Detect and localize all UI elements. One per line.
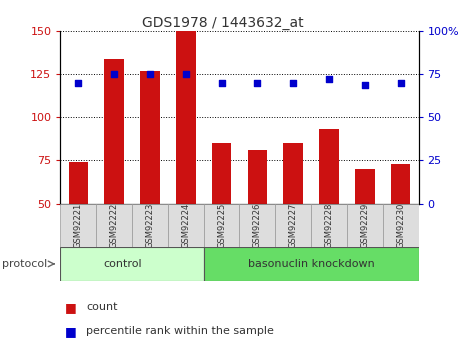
Bar	[176, 31, 196, 204]
Text: percentile rank within the sample: percentile rank within the sample	[86, 326, 274, 336]
Text: control: control	[104, 259, 142, 269]
Text: GSM92223: GSM92223	[146, 203, 154, 248]
Point	[146, 71, 153, 77]
Point	[397, 80, 405, 86]
Bar	[132, 204, 168, 247]
Bar	[60, 247, 204, 281]
Text: GSM92222: GSM92222	[110, 203, 119, 248]
Bar	[347, 204, 383, 247]
Point	[289, 80, 297, 86]
Point	[111, 71, 118, 77]
Text: GSM92229: GSM92229	[360, 203, 369, 248]
Point	[74, 80, 82, 86]
Bar	[311, 204, 347, 247]
Bar	[283, 143, 303, 204]
Point	[361, 82, 368, 87]
Bar	[247, 150, 267, 204]
Bar	[168, 204, 204, 247]
Point	[218, 80, 225, 86]
Bar	[391, 164, 411, 204]
Text: GDS1978 / 1443632_at: GDS1978 / 1443632_at	[142, 16, 304, 30]
Text: protocol: protocol	[2, 259, 47, 269]
Bar	[204, 247, 418, 281]
Bar	[60, 204, 96, 247]
Text: GSM92226: GSM92226	[253, 203, 262, 248]
Bar	[104, 59, 124, 204]
Text: ■: ■	[65, 325, 77, 338]
Bar	[319, 129, 339, 204]
Bar	[355, 169, 375, 204]
Text: GSM92228: GSM92228	[325, 203, 333, 248]
Bar	[204, 204, 239, 247]
Bar	[212, 143, 232, 204]
Bar	[96, 204, 132, 247]
Bar	[275, 204, 311, 247]
Text: GSM92230: GSM92230	[396, 203, 405, 248]
Text: GSM92227: GSM92227	[289, 203, 298, 248]
Text: basonuclin knockdown: basonuclin knockdown	[248, 259, 374, 269]
Bar	[68, 162, 88, 204]
Text: GSM92225: GSM92225	[217, 203, 226, 248]
Bar	[239, 204, 275, 247]
Point	[254, 80, 261, 86]
Point	[182, 71, 190, 77]
Text: GSM92224: GSM92224	[181, 203, 190, 248]
Bar	[383, 204, 418, 247]
Text: ■: ■	[65, 300, 77, 314]
Text: count: count	[86, 302, 118, 312]
Point	[326, 77, 333, 82]
Bar	[140, 71, 160, 204]
Text: GSM92221: GSM92221	[74, 203, 83, 248]
